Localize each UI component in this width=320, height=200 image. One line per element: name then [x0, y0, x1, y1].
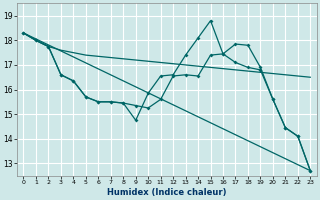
- X-axis label: Humidex (Indice chaleur): Humidex (Indice chaleur): [107, 188, 227, 197]
